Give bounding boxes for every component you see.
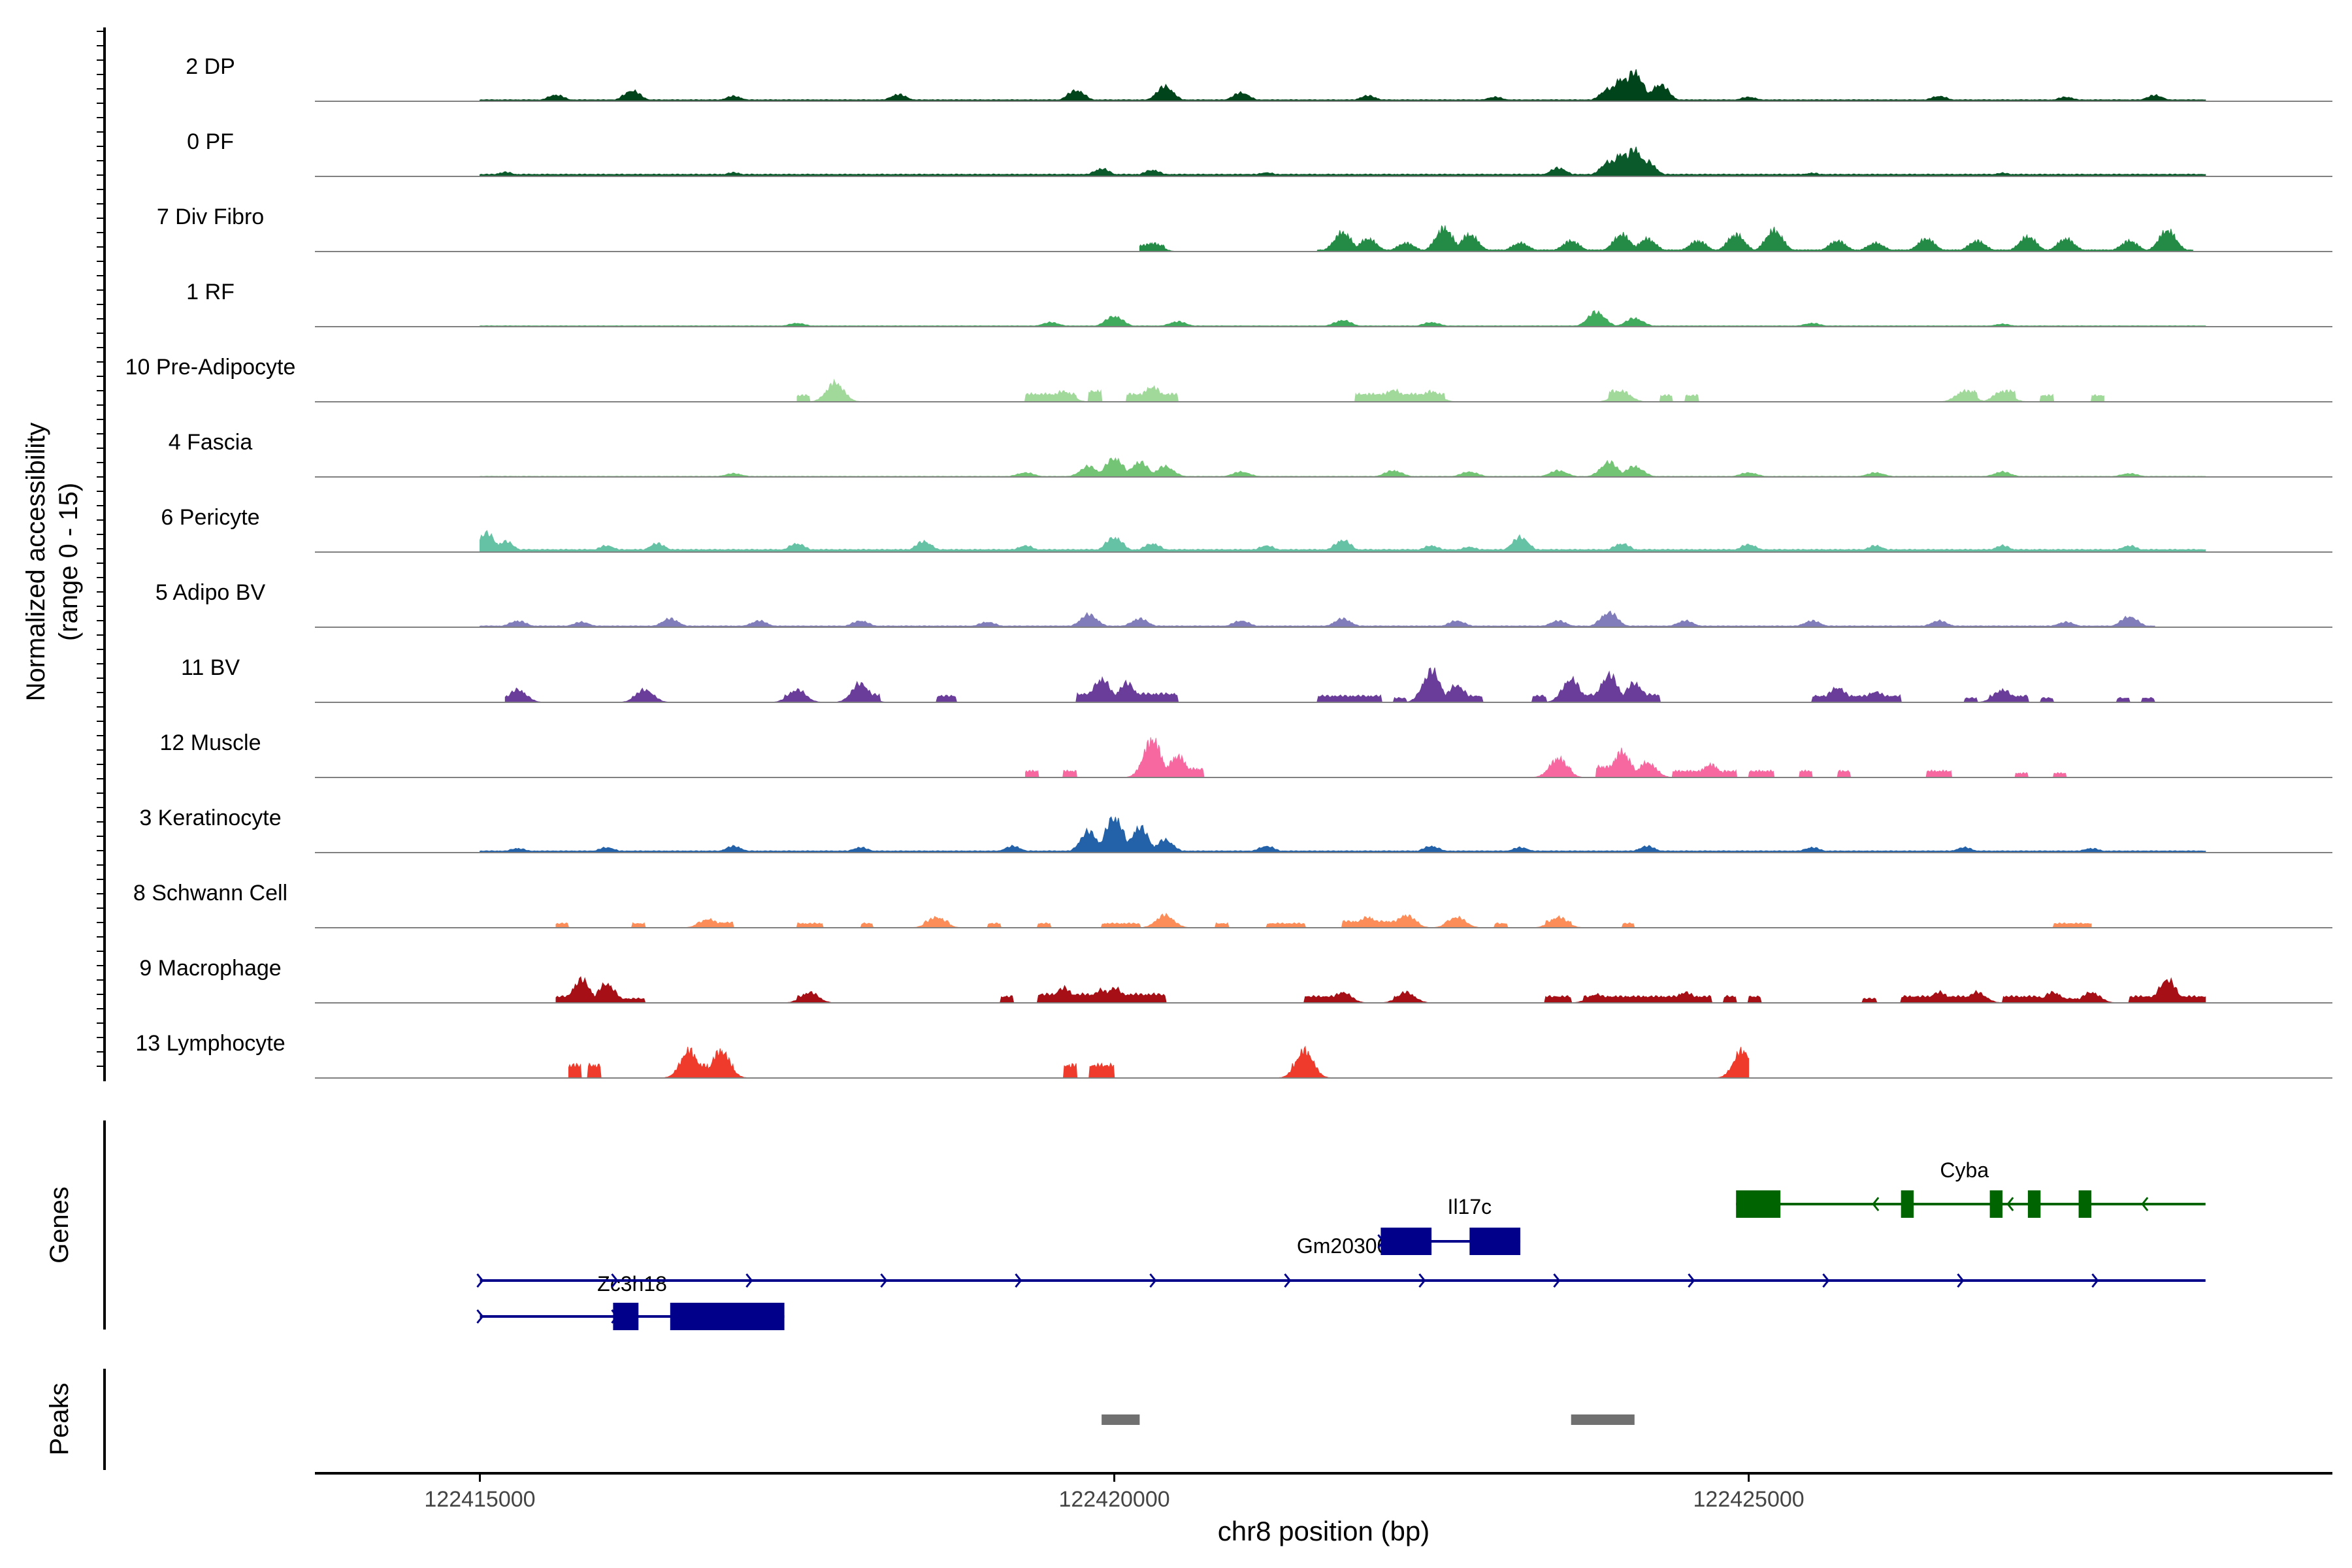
track-12-muscle: 12 Muscle: [160, 730, 2332, 778]
track-label: 2 DP: [186, 54, 235, 79]
gene-annotations: Zc3h18 Gm20300 Il17c Cyba: [476, 1158, 2206, 1330]
strand-chevron: [1015, 1273, 1022, 1288]
track-4-fascia: 4 Fascia: [169, 430, 2332, 478]
track-3-keratinocyte: 3 Keratinocyte: [139, 806, 2332, 853]
strand-chevron: [745, 1273, 753, 1288]
coverage-area: [480, 816, 2206, 853]
track-label: 7 Div Fibro: [157, 204, 264, 229]
strand-chevron: [1553, 1273, 1561, 1288]
track-label: 0 PF: [187, 129, 234, 154]
track-1-rf: 1 RF: [186, 280, 2332, 327]
exon-block: [613, 1303, 639, 1330]
coverage-y-ticks: [97, 31, 105, 1067]
coverage-area: [480, 69, 2206, 102]
track-2-dp: 2 DP: [186, 54, 2332, 102]
peak-region: [1102, 1414, 1140, 1425]
y-axis-label-line1: Normalized accessibility: [22, 423, 50, 702]
coverage-area: [480, 310, 2206, 327]
track-label: 9 Macrophage: [139, 956, 281, 981]
strand-chevron: [1822, 1273, 1830, 1288]
track-label: 11 BV: [181, 655, 240, 680]
x-axis-label: chr8 position (bp): [1218, 1516, 1430, 1546]
strand-chevron: [1284, 1273, 1292, 1288]
gene-gm20300: Gm20300: [476, 1234, 2206, 1288]
track-5-adipo-bv: 5 Adipo BV: [155, 580, 2332, 628]
track-label: 5 Adipo BV: [155, 580, 266, 605]
exon-block: [1901, 1190, 1914, 1218]
strand-chevron: [476, 1273, 484, 1288]
track-label: 13 Lymphocyte: [135, 1031, 285, 1056]
x-axis-ticks: 122415000 122420000 122425000: [424, 1473, 1805, 1512]
strand-chevron: [611, 1273, 619, 1288]
track-11-bv: 11 BV: [181, 655, 2332, 703]
coverage-area: [480, 610, 2155, 628]
track-label: 1 RF: [186, 280, 235, 304]
strand-chevron: [476, 1309, 484, 1324]
coverage-area: [480, 530, 2206, 553]
exon-block: [670, 1303, 785, 1330]
track-label: 8 Schwann Cell: [133, 881, 287, 906]
track-label: 4 Fascia: [169, 430, 253, 455]
gene-il17c: Il17c: [1377, 1195, 1521, 1255]
x-tick-label: 122425000: [1693, 1487, 1805, 1512]
y-axis-label-line2: (range 0 - 15): [54, 483, 83, 641]
track-label: 3 Keratinocyte: [139, 806, 281, 830]
gene-label: Il17c: [1448, 1195, 1492, 1218]
peak-region: [1571, 1414, 1635, 1425]
track-9-macrophage: 9 Macrophage: [139, 956, 2332, 1004]
coverage-area: [504, 667, 2168, 703]
exon-block: [1736, 1190, 1781, 1218]
strand-chevron: [1418, 1273, 1426, 1288]
x-tick-label: 122415000: [424, 1487, 535, 1512]
track-13-lymphocyte: 13 Lymphocyte: [135, 1031, 2332, 1079]
exon-block: [1380, 1228, 1432, 1255]
track-label: 10 Pre-Adipocyte: [125, 355, 296, 380]
strand-chevron: [2006, 1197, 2014, 1211]
gene-zc3h18: Zc3h18: [476, 1272, 785, 1330]
exon-block: [2027, 1190, 2041, 1218]
track-0-pf: 0 PF: [187, 129, 2332, 177]
track-8-schwann-cell: 8 Schwann Cell: [133, 881, 2332, 928]
x-tick-label: 122420000: [1058, 1487, 1169, 1512]
genes-panel-label: Genes: [45, 1186, 74, 1264]
track-10-pre-adipocyte: 10 Pre-Adipocyte: [125, 355, 2332, 402]
gene-label: Zc3h18: [597, 1272, 667, 1296]
strand-chevron: [1149, 1273, 1157, 1288]
gene-cyba: Cyba: [1736, 1158, 2206, 1218]
track-label: 6 Pericyte: [161, 505, 259, 530]
strand-chevron: [880, 1273, 888, 1288]
strand-chevron: [1872, 1197, 1880, 1211]
strand-chevron: [2141, 1197, 2149, 1211]
gene-label: Gm20300: [1297, 1234, 1389, 1258]
coverage-area: [480, 146, 2206, 177]
exon-block: [2078, 1190, 2091, 1218]
gene-label: Cyba: [1940, 1158, 1989, 1182]
track-7-div-fibro: 7 Div Fibro: [157, 204, 2332, 252]
strand-chevron: [2091, 1273, 2099, 1288]
track-label: 12 Muscle: [160, 730, 261, 755]
strand-chevron: [1688, 1273, 1695, 1288]
coverage-tracks: 2 DP 0 PF 7 Div Fibro 1 RF 10 Pre-Adipocyte 4…: [125, 54, 2332, 1079]
exon-block: [1989, 1190, 2003, 1218]
track-6-pericyte: 6 Pericyte: [161, 505, 2332, 553]
strand-chevron: [1957, 1273, 1965, 1288]
exon-block: [1469, 1228, 1521, 1255]
peak-regions: [1102, 1414, 1635, 1425]
peaks-panel-label: Peaks: [45, 1382, 74, 1455]
